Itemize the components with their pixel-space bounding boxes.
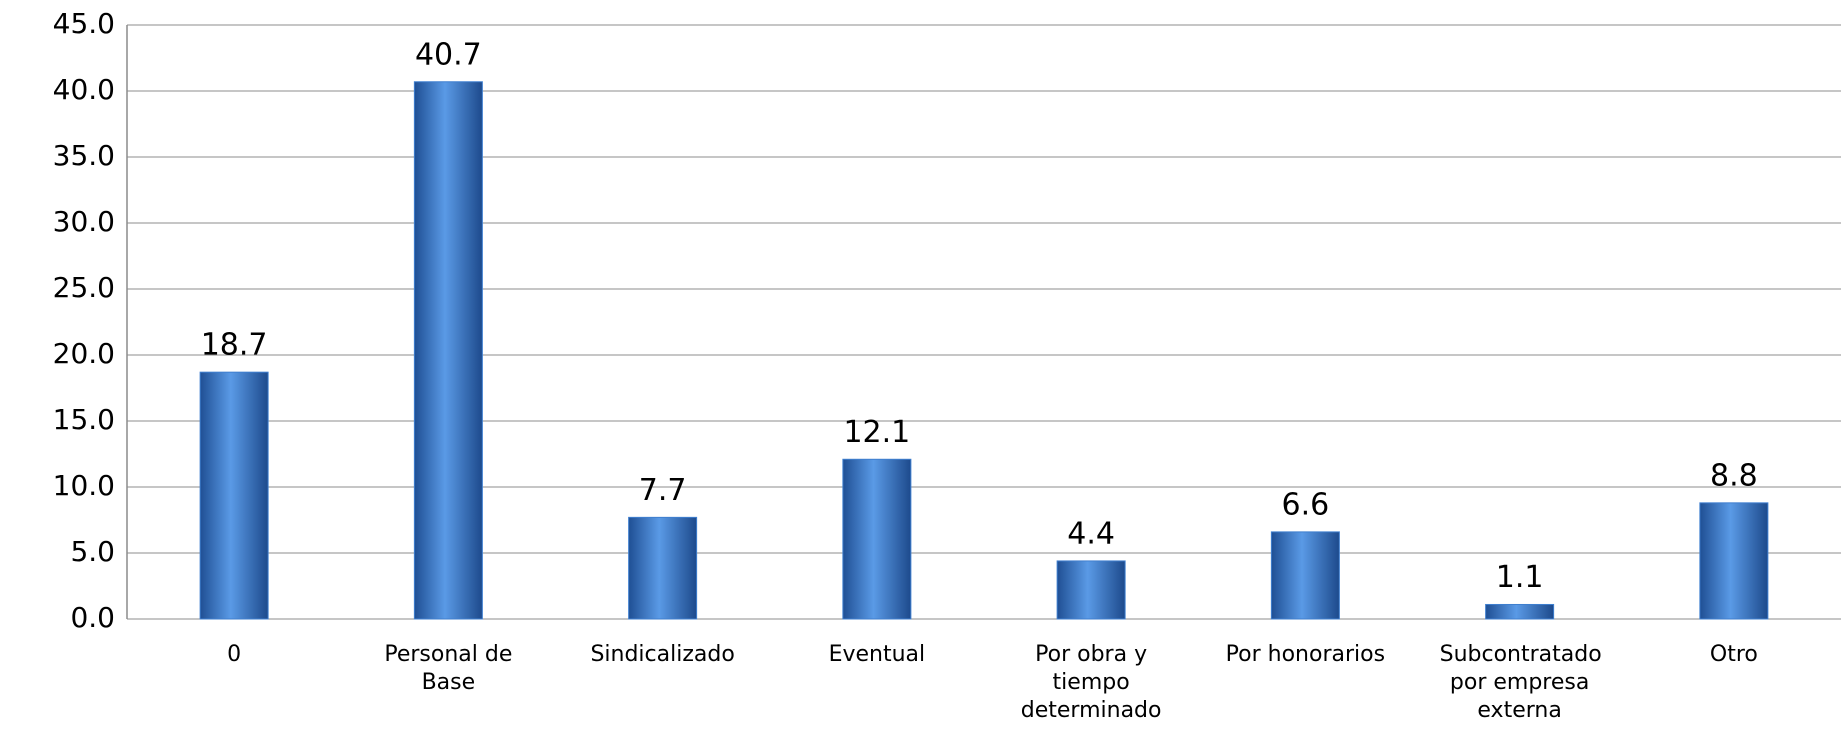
y-tick-label: 10.0: [53, 469, 115, 502]
bar: [199, 371, 269, 620]
bar: [1270, 531, 1340, 620]
y-tick-label: 15.0: [53, 403, 115, 436]
bar: [413, 81, 483, 620]
bar: [628, 516, 698, 620]
bar: [1056, 560, 1126, 620]
y-tick-label: 30.0: [53, 205, 115, 238]
y-tick-label: 35.0: [53, 139, 115, 172]
bar: [842, 458, 912, 620]
x-tick-label: Otro: [1709, 642, 1758, 667]
y-tick-label: 45.0: [53, 7, 115, 40]
value-label: 7.7: [639, 473, 687, 508]
y-tick-label: 0.0: [70, 601, 115, 634]
x-tick-label: Personal de Base: [384, 642, 513, 695]
y-tick-label: 25.0: [53, 271, 115, 304]
value-label: 18.7: [201, 328, 268, 363]
x-tick-label: Por honorarios: [1225, 642, 1386, 667]
x-tick-label: Subcontratado por empresa externa: [1439, 642, 1602, 723]
value-label: 1.1: [1496, 560, 1544, 595]
value-label: 4.4: [1067, 516, 1115, 551]
x-tick-label: Sindicalizado: [590, 642, 735, 667]
value-label: 12.1: [843, 415, 910, 450]
bar: [1699, 502, 1769, 620]
y-tick-label: 20.0: [53, 337, 115, 370]
x-tick-label: Por obra y tiempo determinado: [1020, 642, 1162, 723]
value-label: 40.7: [415, 37, 482, 72]
x-tick-label: 0: [227, 642, 242, 667]
y-tick-label: 40.0: [53, 73, 115, 106]
value-label: 6.6: [1282, 487, 1330, 522]
x-tick-label: Eventual: [828, 642, 926, 667]
bar: [1485, 603, 1555, 620]
value-label: 8.8: [1710, 458, 1758, 493]
y-tick-label: 5.0: [70, 535, 115, 568]
